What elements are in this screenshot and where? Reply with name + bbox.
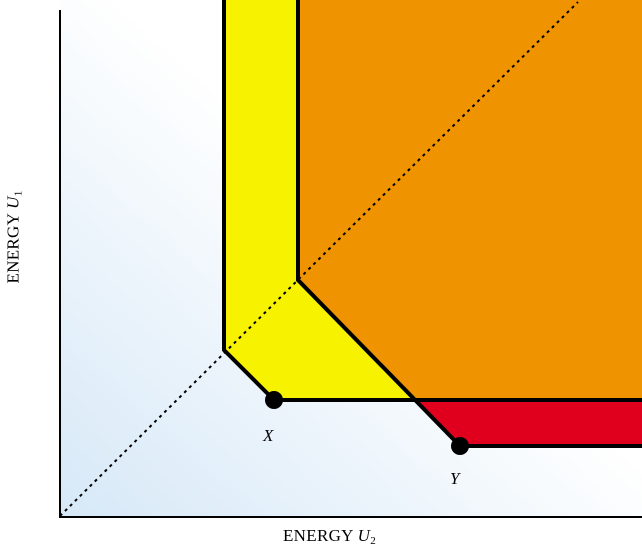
y-axis-title: ENERGY U1 — [4, 190, 25, 283]
x-axis-title: ENERGY U2 — [283, 526, 376, 547]
y-axis-title-variable: U — [3, 196, 23, 209]
x-axis-title-variable: U — [357, 526, 371, 545]
y-axis-title-subscript: 1 — [12, 190, 25, 197]
boundary-y — [296, 0, 642, 448]
diagonal-dotted-line — [59, 1, 579, 517]
point-y-label: Y — [450, 469, 461, 488]
boundary-x — [222, 0, 642, 402]
point-y-marker — [451, 437, 469, 455]
x-axis-title-prefix: ENERGY — [283, 526, 358, 545]
yellow-region — [224, 0, 415, 400]
point-x-marker — [265, 391, 283, 409]
y-axis-title-prefix: ENERGY — [3, 208, 23, 284]
red-region — [415, 400, 642, 446]
x-axis-title-subscript: 2 — [370, 535, 377, 547]
point-x-label: X — [262, 426, 274, 445]
orange-region — [298, 0, 642, 400]
